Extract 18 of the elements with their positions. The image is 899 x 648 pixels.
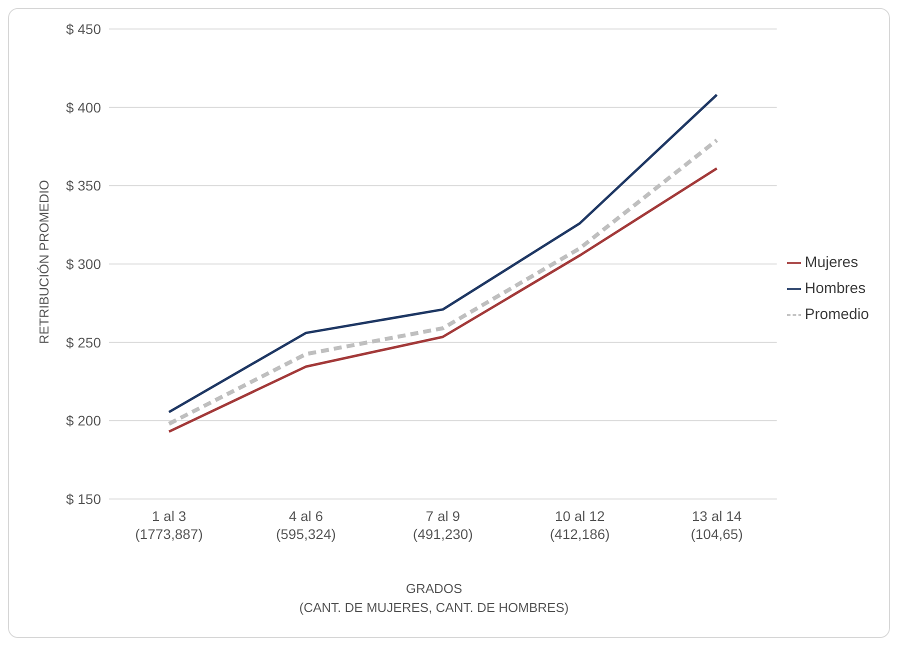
y-tick-label: $ 350 xyxy=(66,178,102,194)
y-tick-label: $ 450 xyxy=(66,20,102,37)
x-tick-label: 13 al 14 (104,65) xyxy=(690,508,743,542)
x-tick-label: 4 al 6 (595,324) xyxy=(276,508,336,542)
y-axis-title: RETRIBUCIÓN PROMEDIO xyxy=(36,180,52,344)
legend-label: Mujeres xyxy=(804,254,858,271)
x-tick-label: 1 al 3 (1773,887) xyxy=(135,508,203,542)
x-tick-label: 7 al 9 (491,230) xyxy=(412,508,473,542)
y-tick-label: $ 150 xyxy=(66,490,102,507)
x-axis-title: GRADOS (CANT. DE MUJERES, CANT. DE HOMBRES) xyxy=(298,580,570,617)
y-tick-label: $ 200 xyxy=(66,412,102,429)
y-tick-label: $ 400 xyxy=(66,99,102,116)
legend-label: Hombres xyxy=(804,280,866,297)
y-tick-label: $ 250 xyxy=(66,334,102,350)
y-tick-label: $ 300 xyxy=(66,256,102,272)
legend-label: Promedio xyxy=(804,306,869,323)
line-series xyxy=(168,94,718,414)
x-tick-label: 10 al 12 (412,186) xyxy=(550,508,610,542)
